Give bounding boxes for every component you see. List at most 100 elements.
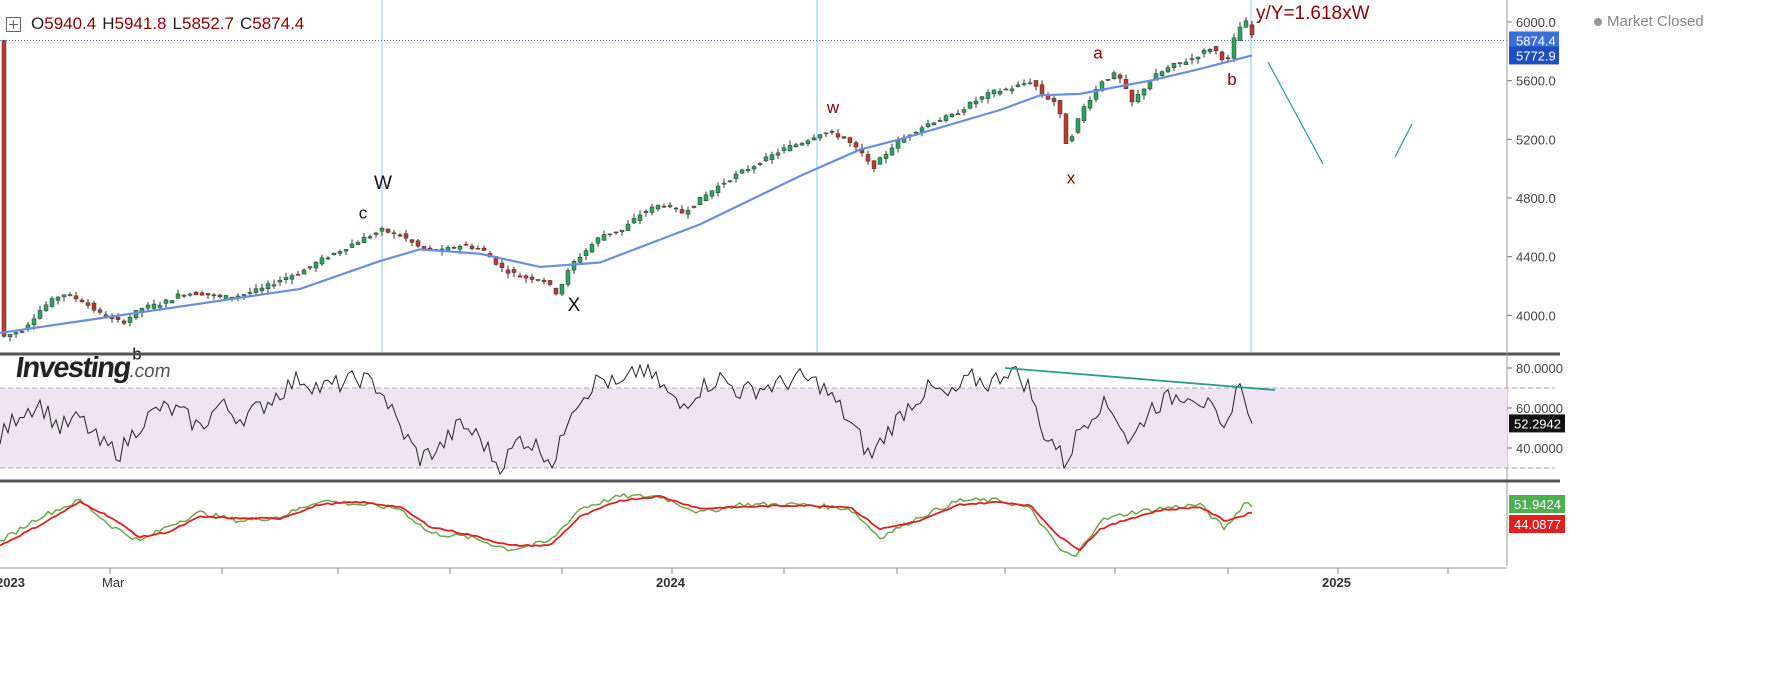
candle-body (823, 132, 829, 135)
candle-body (523, 275, 529, 279)
candle-body (787, 145, 793, 152)
candle-body (331, 252, 337, 256)
candle-body (691, 205, 697, 208)
candle-body (1195, 56, 1201, 60)
candle-body (253, 288, 259, 293)
last-price-tag (1509, 31, 1559, 50)
candle-body (661, 205, 667, 208)
candle-body (1075, 118, 1081, 133)
candle-body (403, 233, 409, 239)
candle-body (805, 140, 811, 145)
candle-body (1249, 24, 1255, 36)
candle-body (391, 232, 397, 235)
stochastic-pane[interactable]: 51.9424 44.0877 (0, 492, 1565, 558)
candle-body (1207, 49, 1213, 53)
candle-body (415, 240, 421, 247)
candle-body (91, 302, 97, 311)
candle-body (511, 269, 517, 273)
candle-body (283, 277, 289, 280)
candle-body (553, 288, 559, 295)
candle-body (55, 296, 61, 301)
rsi-value-tag-label: 52.2942 (1514, 416, 1561, 431)
candle-body (349, 243, 355, 248)
candle-body (997, 91, 1003, 95)
candle-body (1243, 20, 1249, 28)
candle-body (1, 40, 7, 337)
candle-body (967, 101, 973, 109)
candle-body (451, 247, 457, 249)
candle-body (847, 137, 853, 144)
candle-body (1069, 136, 1075, 142)
candle-body (751, 166, 757, 170)
candle-body (769, 154, 775, 160)
candle-body (163, 299, 169, 304)
candle-body (829, 131, 835, 133)
candle-body (397, 234, 403, 237)
x-tick-label-2024: 2024 (656, 575, 686, 590)
candle-body (1051, 98, 1057, 102)
candle-body (1057, 99, 1063, 115)
stoch-k-tag-label: 51.9424 (1514, 497, 1561, 512)
candle-body (781, 147, 787, 151)
candle-body (295, 274, 301, 276)
candle-body (1129, 89, 1135, 103)
candle-body (949, 113, 955, 118)
candle-body (673, 207, 679, 210)
candle-body (205, 293, 211, 296)
rsi-tick-label: 80.0000 (1516, 361, 1563, 376)
rsi-pane[interactable]: 80.0000 60.0000 40.0000 52.2942 (0, 361, 1565, 483)
ohlc-low: L5852.7 (172, 14, 234, 33)
candle-body (1225, 57, 1231, 60)
candle-body (1117, 74, 1123, 79)
candle-body (757, 163, 763, 165)
ohlc-open: O5940.4 (31, 14, 97, 33)
candle-body (637, 214, 643, 221)
ohlc-high: H5941.8 (102, 14, 167, 33)
wave-label-c-8: c (1234, 0, 1243, 4)
candle-body (31, 318, 37, 326)
price-pane[interactable]: cWXbwxabcy/Y=1.618xW6000.05600.05200.048… (0, 0, 1560, 566)
candle-body (925, 123, 931, 127)
candle-body (343, 249, 349, 252)
x-tick-label-2025: 2025 (1322, 575, 1351, 590)
stoch-d-tag-label: 44.0877 (1514, 517, 1561, 532)
projection-line-up (1394, 123, 1413, 158)
candle-body (721, 182, 727, 185)
price-tick-label: 4000.0 (1516, 308, 1556, 323)
candle-body (703, 194, 709, 201)
candle-body (175, 293, 181, 299)
candle-body (655, 204, 661, 210)
candle-body (727, 180, 733, 183)
candle-body (973, 100, 979, 105)
candle-body (1105, 79, 1111, 81)
x-axis: 2023 Mar 2024 2025 (0, 567, 1507, 590)
candle-body (1081, 106, 1087, 121)
wave-label-w-1: W (374, 173, 392, 194)
candle-body (517, 275, 523, 278)
candle-body (937, 120, 943, 122)
candle-body (67, 294, 73, 296)
expand-icon[interactable] (6, 16, 21, 32)
candle-body (685, 210, 691, 215)
candle-body (301, 269, 307, 275)
candle-body (409, 239, 415, 243)
logo-brand: Investing (13, 352, 133, 384)
candle-body (649, 206, 655, 213)
candle-body (385, 228, 391, 233)
candle-body (559, 284, 565, 295)
wave-label-b-7: b (1227, 70, 1236, 89)
candle-body (817, 134, 823, 139)
candle-body (619, 229, 625, 233)
candle-body (145, 304, 151, 309)
candle-body (541, 280, 547, 282)
candle-body (595, 237, 601, 244)
candle-body (919, 127, 925, 132)
candle-body (277, 279, 283, 283)
candle-body (355, 242, 361, 245)
candle-body (1165, 67, 1171, 73)
candle-body (361, 236, 367, 244)
candle-body (499, 262, 505, 268)
candle-body (745, 169, 751, 172)
candle-body (865, 154, 871, 162)
candle-body (247, 292, 253, 294)
